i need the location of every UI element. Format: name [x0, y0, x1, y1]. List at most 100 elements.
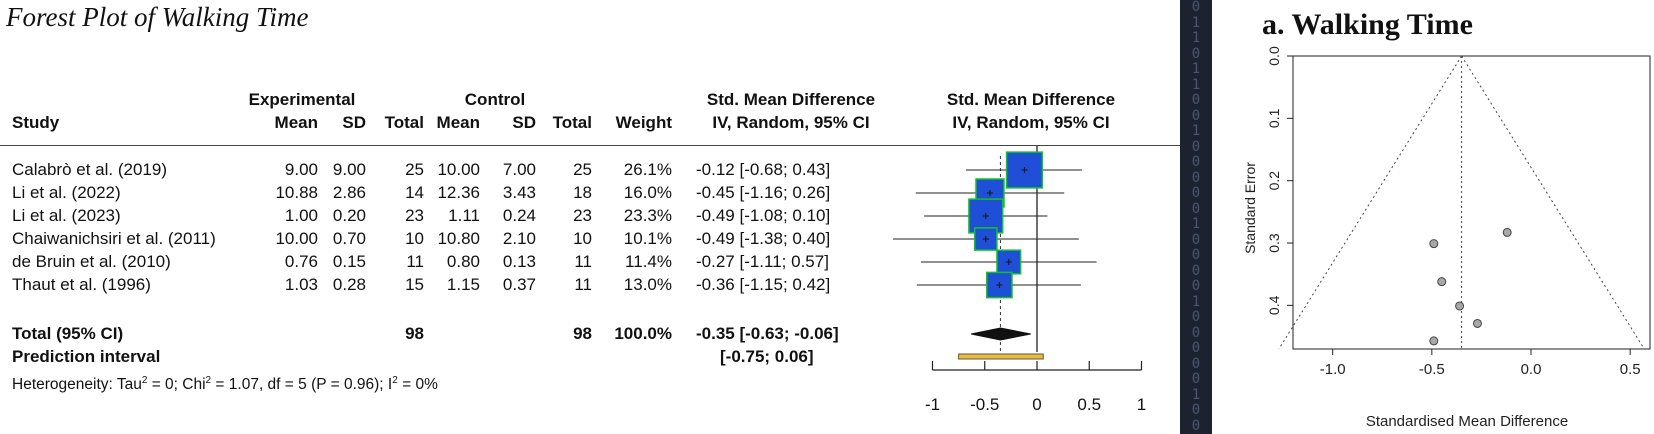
weight: 26.1% — [623, 160, 672, 179]
forest-x-tick-label: -1 — [925, 395, 940, 414]
header-control: Control — [464, 90, 526, 109]
header-e-sd: SD — [342, 113, 366, 132]
forest-x-tick-label: 0 — [1032, 395, 1041, 414]
e-total: 14 — [405, 183, 424, 202]
e-sd: 0.20 — [332, 206, 366, 225]
weight: 23.3% — [623, 206, 672, 225]
total-c-total: 98 — [573, 324, 592, 343]
funnel-point — [1437, 277, 1447, 287]
c-total: 25 — [573, 160, 592, 179]
header-study: Study — [12, 113, 60, 132]
prediction-interval-bar — [958, 353, 1044, 360]
funnel-plot-title: a. Walking Time — [1262, 8, 1473, 41]
funnel-y-axis-label: Standard Error — [1242, 162, 1258, 254]
e-mean: 9.00 — [284, 160, 318, 179]
heterogeneity-mid: = 0; Chi — [147, 376, 206, 394]
forest-plot-panel: Forest Plot of Walking Time Experimental… — [0, 2, 1180, 414]
header-c-sd: SD — [512, 113, 536, 132]
total-label: Total (95% CI) — [12, 324, 124, 343]
header-e-mean: Mean — [274, 113, 318, 132]
funnel-point — [1429, 336, 1439, 346]
funnel-point — [1502, 227, 1512, 237]
smd-ci: -0.36 [-1.15; 0.42] — [696, 275, 831, 294]
weight: 10.1% — [623, 229, 672, 248]
c-mean: 0.80 — [446, 252, 480, 271]
funnel-x-axis-label: Standardised Mean Difference — [1365, 413, 1569, 430]
forest-x-tick-label: -0.5 — [970, 395, 999, 414]
c-total: 10 — [573, 229, 592, 248]
smd-ci: -0.12 [-0.68; 0.43] — [696, 160, 831, 179]
total-e-total: 98 — [405, 324, 424, 343]
smd-ci: -0.45 [-1.16; 0.26] — [696, 183, 831, 202]
funnel-x-tick-label: 0.5 — [1620, 361, 1641, 378]
c-total: 11 — [574, 275, 592, 294]
e-mean: 10.00 — [275, 229, 318, 248]
funnel-point — [1429, 239, 1439, 249]
c-sd: 0.13 — [502, 252, 536, 271]
c-mean: 10.00 — [437, 160, 480, 179]
smd-ci: -0.49 [-1.08; 0.10] — [696, 206, 831, 225]
study-name: Chaiwanichsiri et al. (2011) — [12, 229, 216, 248]
forest-x-tick-label: 0.5 — [1077, 395, 1101, 414]
heterogeneity-text: Heterogeneity: Tau2 = 0; Chi2 = 1.07, df… — [12, 371, 438, 395]
header-smd-title: Std. Mean Difference — [706, 90, 876, 109]
panel-divider: 0 1 1 0 1 1 0 0 1 0 0 0 0 0 1 0 0 0 0 1 … — [1180, 0, 1212, 434]
header-e-total: Total — [384, 113, 424, 132]
funnel-x-tick-label: -1.0 — [1320, 361, 1346, 378]
c-sd: 0.24 — [502, 206, 536, 225]
e-total: 25 — [405, 160, 424, 179]
c-mean: 10.80 — [437, 229, 480, 248]
weight: 13.0% — [623, 275, 672, 294]
header-plot-sub: IV, Random, 95% CI — [952, 113, 1110, 132]
funnel-y-tick-label: 0.4 — [1266, 295, 1282, 315]
study-name: Calabrò et al. (2019) — [12, 160, 167, 179]
funnel-point — [1472, 318, 1482, 328]
pooled-diamond — [971, 327, 1031, 341]
study-name: de Bruin et al. (2010) — [12, 252, 171, 271]
header-plot-title: Std. Mean Difference — [946, 90, 1116, 109]
funnel-right-boundary — [1461, 55, 1645, 350]
forest-plot-title: Forest Plot of Walking Time — [6, 2, 309, 32]
funnel-x-tick-label: 0.0 — [1521, 361, 1542, 378]
e-mean: 10.88 — [275, 183, 318, 202]
e-mean: 1.00 — [284, 206, 318, 225]
study-name: Li et al. (2022) — [12, 183, 121, 202]
e-sd: 0.28 — [332, 275, 366, 294]
funnel-y-tick-label: 0.2 — [1266, 171, 1282, 191]
funnel-y-tick-label: 0.3 — [1266, 233, 1282, 253]
c-mean: 12.36 — [437, 183, 480, 202]
e-total: 11 — [406, 252, 424, 271]
header-c-total: Total — [552, 113, 592, 132]
smd-ci: -0.49 [-1.38; 0.40] — [696, 229, 831, 248]
e-sd: 2.86 — [332, 183, 366, 202]
divider-decoration: 0 1 1 0 1 1 0 0 1 0 0 0 0 0 1 0 0 0 0 1 … — [1191, 0, 1201, 434]
forest-plot-graphic: -1 -0.5 0 0.5 1 — [893, 146, 1146, 414]
funnel-left-boundary — [1278, 55, 1463, 350]
heterogeneity-pre: Heterogeneity: Tau — [12, 376, 142, 394]
header-smd-sub: IV, Random, 95% CI — [712, 113, 870, 132]
c-mean: 1.15 — [446, 275, 480, 294]
header-c-mean: Mean — [436, 113, 480, 132]
c-sd: 3.43 — [502, 183, 536, 202]
c-total: 23 — [573, 206, 592, 225]
e-total: 23 — [405, 206, 424, 225]
e-sd: 9.00 — [332, 160, 366, 179]
e-mean: 0.76 — [284, 252, 318, 271]
weight: 16.0% — [623, 183, 672, 202]
header-separator — [0, 145, 1180, 146]
e-total: 10 — [405, 229, 424, 248]
c-sd: 0.37 — [502, 275, 536, 294]
funnel-plot-frame — [1292, 55, 1651, 350]
c-sd: 2.10 — [502, 229, 536, 248]
study-name: Li et al. (2023) — [12, 206, 121, 225]
header-experimental: Experimental — [248, 90, 356, 109]
heterogeneity-mid2: = 1.07, df = 5 (P = 0.96); I — [211, 376, 393, 394]
heterogeneity-sup-chi: 2 — [205, 375, 212, 386]
heterogeneity-post: = 0% — [397, 376, 438, 394]
e-sd: 0.15 — [332, 252, 366, 271]
c-total: 18 — [573, 183, 592, 202]
funnel-point — [1455, 301, 1465, 311]
prediction-label: Prediction interval — [12, 347, 161, 366]
e-sd: 0.70 — [332, 229, 366, 248]
prediction-ci: [-0.75; 0.06] — [720, 347, 814, 366]
